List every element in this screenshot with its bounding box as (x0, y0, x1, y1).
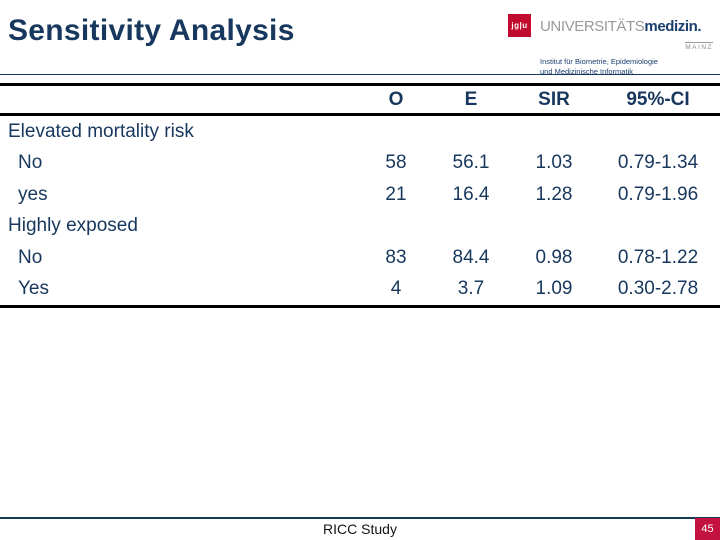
cell-o: 58 (385, 152, 407, 174)
row-label: Yes (18, 278, 49, 300)
title-divider (0, 74, 720, 75)
cell-ci: 0.79-1.34 (617, 152, 699, 174)
logo-text-block: UNIVERSITÄTSmedizin. MAINZ Institut für … (540, 14, 713, 78)
cell-e: 16.4 (452, 183, 490, 205)
cell-e: 56.1 (452, 152, 490, 174)
column-header-e: E (464, 88, 478, 110)
university-logo: jg|u UNIVERSITÄTSmedizin. MAINZ Institut… (508, 14, 713, 78)
cell-e: 3.7 (457, 278, 485, 300)
table-row: No 83 84.4 0.98 0.78-1.22 (0, 242, 720, 274)
row-label: yes (18, 183, 48, 205)
cell-o: 21 (385, 183, 407, 205)
page-number-badge: 45 (695, 518, 720, 540)
table-header-border (0, 113, 720, 116)
row-label: No (18, 246, 43, 268)
brand-city: MAINZ (685, 42, 713, 52)
jgu-logo-text: jg|u (511, 21, 528, 30)
institute-line2: und Medizinische Informatik (540, 67, 633, 77)
cell-o: 83 (385, 246, 407, 268)
brand-medizin: medizin. (644, 18, 702, 35)
jgu-logo-icon: jg|u (508, 14, 531, 37)
cell-e: 84.4 (452, 246, 490, 268)
table-header-row: O E SIR 95%-CI (0, 86, 720, 113)
group-label: Highly exposed (8, 215, 138, 237)
brand-line: UNIVERSITÄTSmedizin. (540, 18, 713, 35)
row-label: No (18, 152, 43, 174)
footer-study-name: RICC Study (323, 521, 397, 537)
table-row: Yes 4 3.7 1.09 0.30-2.78 (0, 274, 720, 306)
column-header-ci: 95%-CI (626, 88, 690, 110)
cell-ci: 0.79-1.96 (617, 183, 699, 205)
table-bottom-border (0, 305, 720, 308)
table-row: yes 21 16.4 1.28 0.79-1.96 (0, 179, 720, 211)
table-top-border (0, 83, 720, 86)
brand-universitaets: UNIVERSITÄTS (540, 18, 645, 35)
table-row: No 58 56.1 1.03 0.79-1.34 (0, 148, 720, 180)
group-header-row: Highly exposed (0, 211, 720, 243)
cell-sir: 0.98 (535, 246, 573, 268)
brand-city-row: MAINZ (540, 36, 713, 54)
group-header-row: Elevated mortality risk (0, 116, 720, 148)
cell-sir: 1.09 (535, 278, 573, 300)
group-label: Elevated mortality risk (8, 120, 194, 142)
table-body: Elevated mortality risk No 58 56.1 1.03 … (0, 116, 720, 305)
column-header-o: O (388, 88, 404, 110)
footer-divider (0, 517, 720, 519)
cell-sir: 1.03 (535, 152, 573, 174)
cell-ci: 0.78-1.22 (617, 246, 699, 268)
cell-o: 4 (390, 278, 402, 300)
slide-title: Sensitivity Analysis (8, 14, 295, 47)
institute-line1: Institut für Biometrie, Epidemiologie (540, 57, 658, 67)
cell-ci: 0.30-2.78 (617, 278, 699, 300)
cell-sir: 1.28 (535, 183, 573, 205)
column-header-sir: SIR (538, 88, 570, 110)
